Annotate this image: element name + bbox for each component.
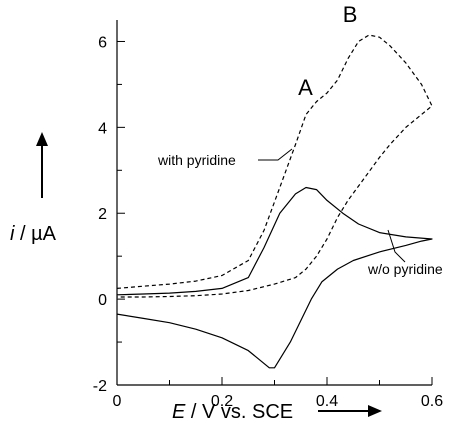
x-tick-label: 0.6: [421, 393, 443, 410]
x-tick-label: 0.4: [316, 393, 338, 410]
series-line-w-o-pyridine: [116, 186, 433, 369]
y-axis-title-rest: / µA: [14, 223, 56, 245]
leader-with-pyridine: [258, 148, 293, 161]
y-tick-label: 2: [98, 206, 107, 223]
ticks: 0 0.2 0.4 0.6 -2 0 2 4 6: [93, 34, 443, 410]
x-axis-title: E / V vs. SCE: [172, 401, 293, 423]
y-tick-label: 6: [98, 34, 107, 51]
x-tick-label: 0.2: [211, 393, 233, 410]
x-axis-arrow-icon: [318, 405, 382, 417]
y-axis-arrow-icon: [36, 132, 48, 198]
series-line-with-pyridine: [116, 34, 433, 298]
x-tick-label: 0: [113, 393, 122, 410]
series-layer: [116, 34, 433, 369]
leader-wo-pyridine: [387, 229, 406, 263]
peak-label-a: A: [298, 75, 313, 100]
x-axis-title-rest: / V vs. SCE: [185, 401, 293, 423]
label-with-pyridine: with pyridine: [157, 152, 236, 168]
y-tick-label: -2: [93, 378, 107, 395]
y-tick-label: 0: [98, 292, 107, 309]
y-tick-label: 4: [98, 120, 107, 137]
x-axis-title-italic: E: [172, 401, 186, 423]
y-axis-title-italic: i: [10, 223, 15, 245]
label-wo-pyridine: w/o pyridine: [367, 261, 443, 277]
y-axis-title: i / µA: [10, 223, 57, 245]
peak-label-b: B: [343, 2, 358, 27]
